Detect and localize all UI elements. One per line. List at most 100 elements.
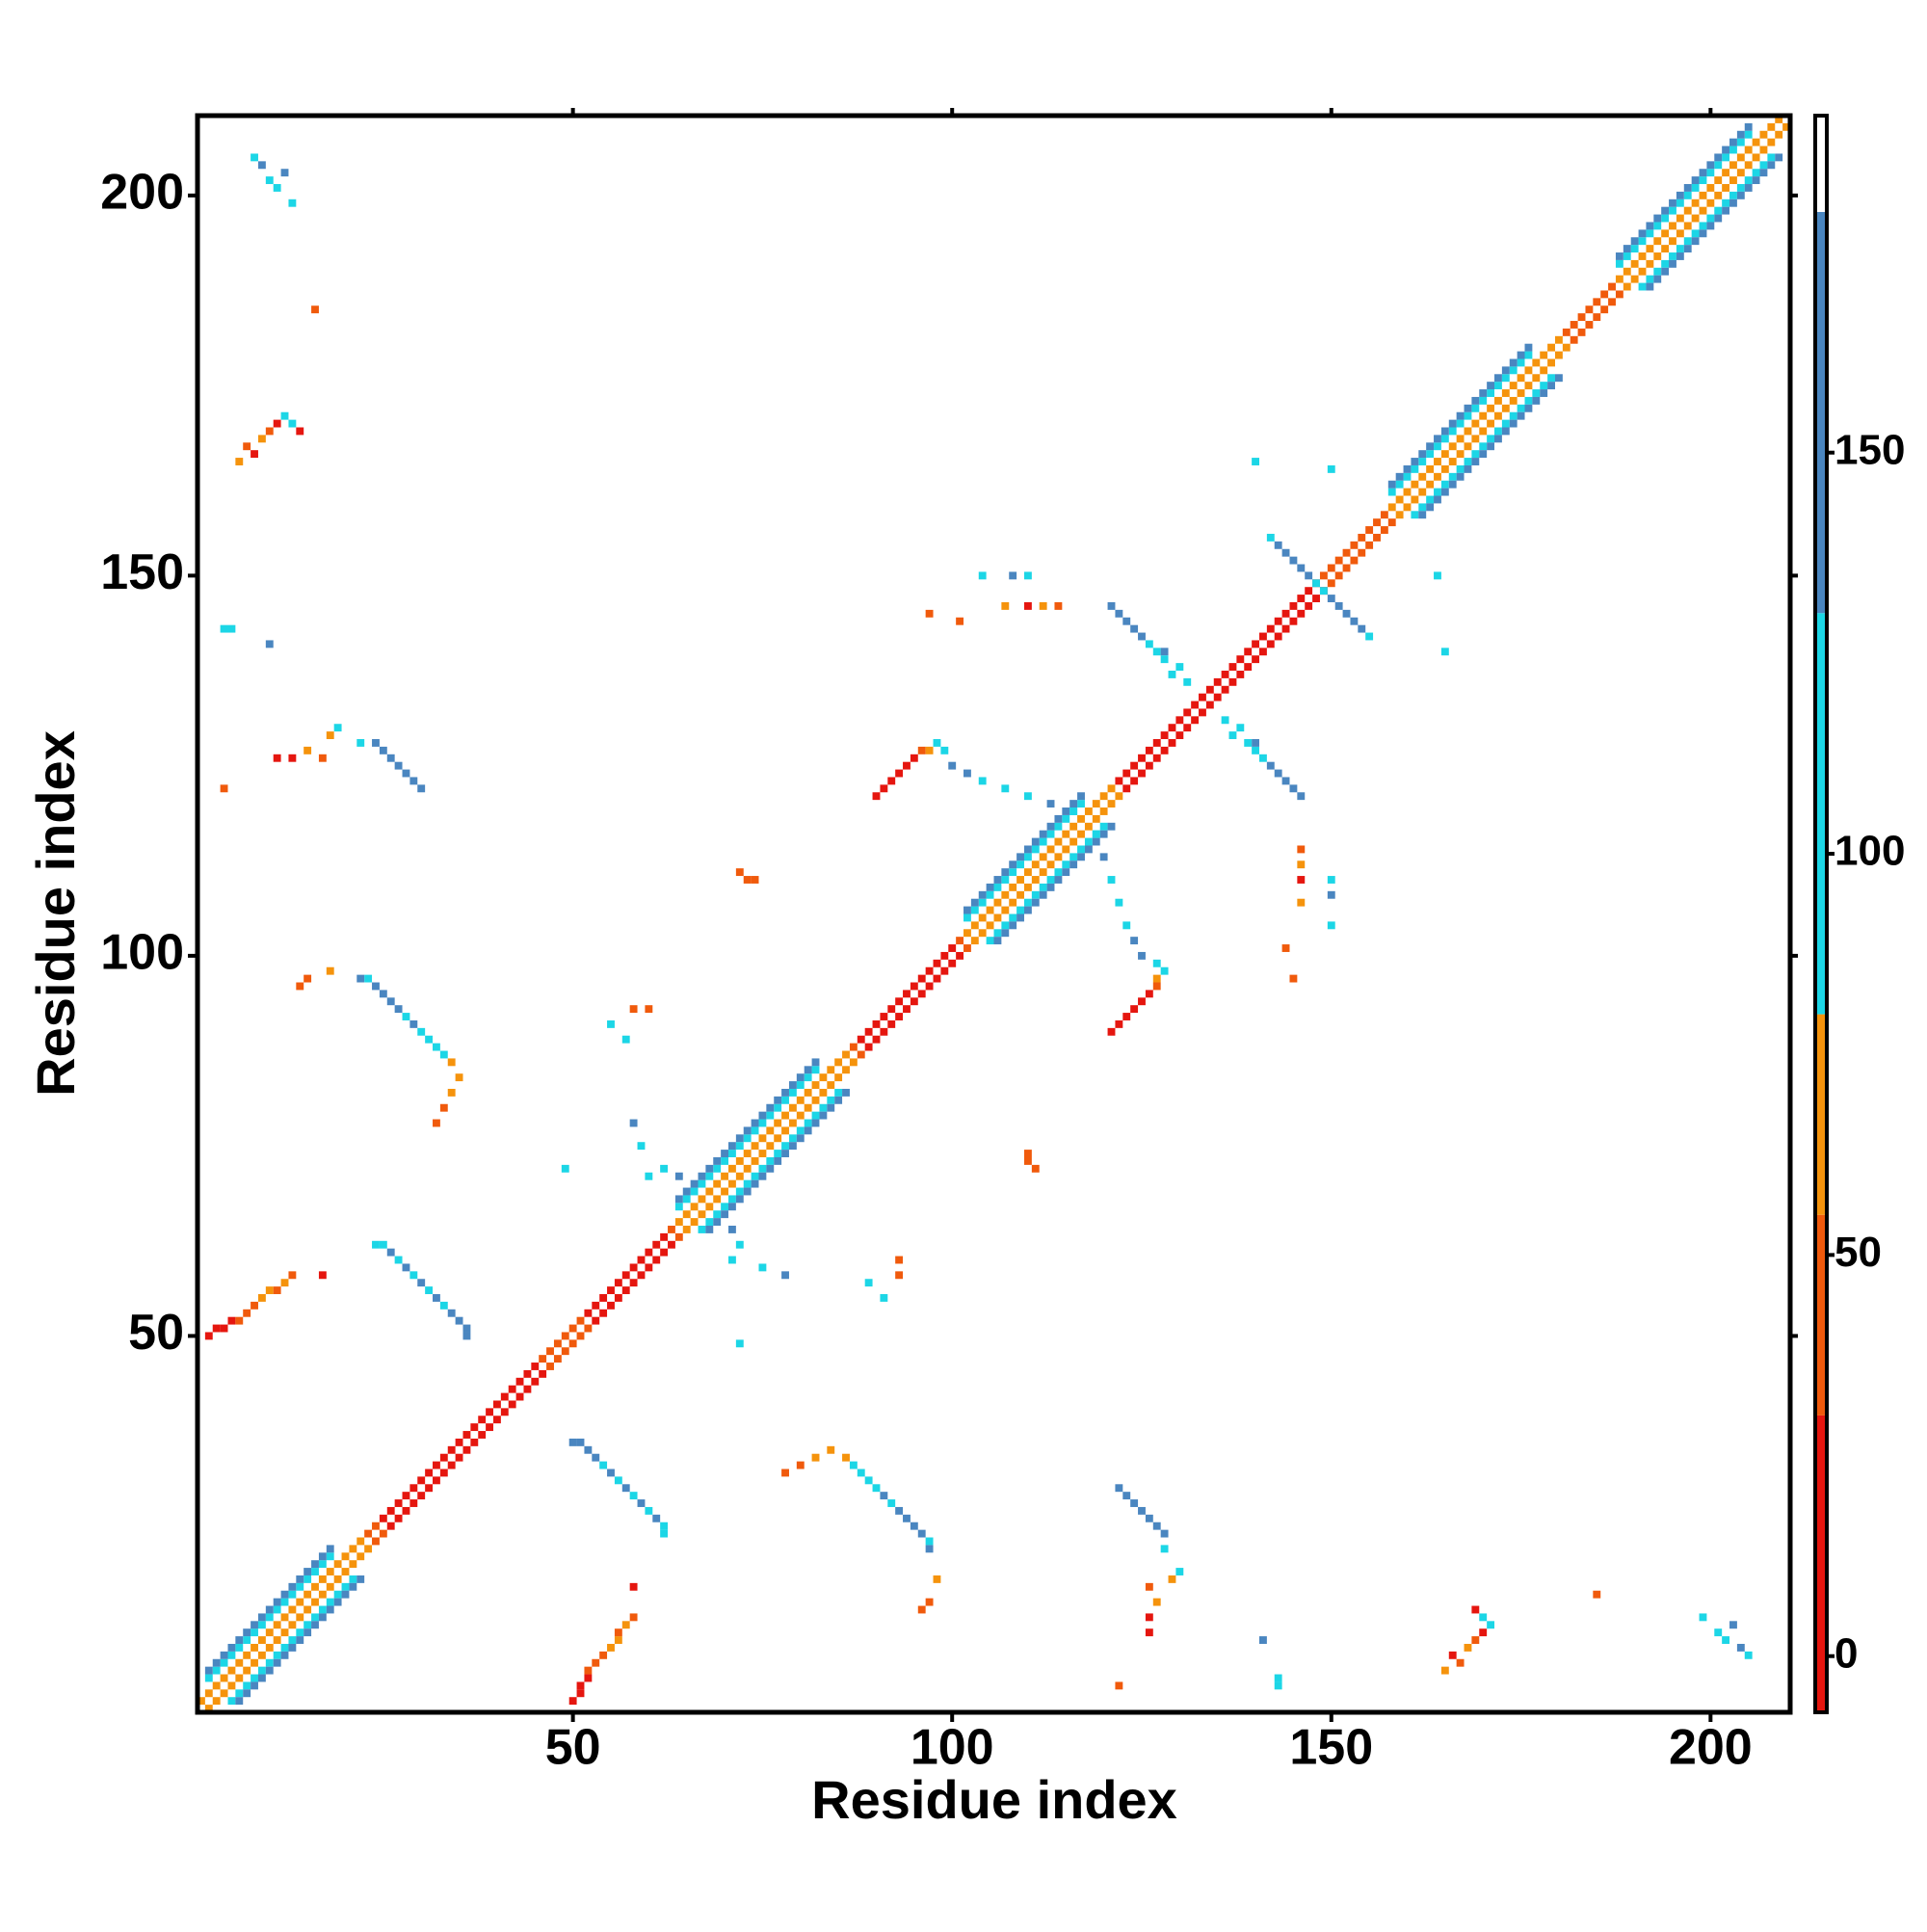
colorbar-tick-label: 50 (1835, 1229, 1882, 1276)
heatmap-cell (288, 1643, 297, 1652)
heatmap-cell (251, 450, 258, 459)
colorbar-segment (1815, 211, 1827, 614)
heatmap-cell (1440, 435, 1449, 443)
heatmap-cell (1312, 579, 1320, 588)
heatmap-cell (1145, 746, 1153, 754)
heatmap-cell (220, 784, 228, 793)
heatmap-cell (758, 1111, 767, 1120)
heatmap-cell (645, 1263, 653, 1272)
heatmap-cell (1501, 366, 1510, 375)
heatmap-cell (235, 1658, 244, 1667)
heatmap-cell (1016, 853, 1024, 861)
heatmap-cell (1327, 921, 1335, 930)
heatmap-cell (515, 1377, 524, 1386)
heatmap-cell (842, 1088, 850, 1097)
heatmap-cell (1547, 374, 1555, 383)
heatmap-cell (1471, 1636, 1480, 1644)
heatmap-cell (607, 1643, 615, 1652)
heatmap-cell (1350, 556, 1359, 565)
heatmap-cell (1767, 138, 1776, 146)
heatmap-cell (629, 1492, 638, 1500)
heatmap-cell (1213, 693, 1222, 701)
heatmap-cell (296, 982, 304, 991)
heatmap-cell (592, 1316, 600, 1325)
heatmap-cell (349, 1545, 357, 1553)
heatmap-cell (956, 937, 964, 945)
heatmap-cell (1350, 541, 1359, 549)
heatmap-cell (1281, 624, 1290, 633)
heatmap-cell (1099, 853, 1108, 861)
heatmap-cell (705, 1203, 714, 1211)
heatmap-cell (993, 898, 1002, 907)
heatmap-cell (1168, 724, 1176, 732)
heatmap-cell (660, 1248, 669, 1257)
heatmap-cell (1023, 1156, 1032, 1165)
heatmap-cell (1236, 655, 1245, 664)
heatmap-cell (713, 1195, 722, 1204)
heatmap-cell (1054, 868, 1063, 877)
heatmap-cell (781, 1111, 789, 1120)
heatmap-cell (1395, 495, 1404, 504)
heatmap-cell (796, 1126, 805, 1135)
heatmap-cell (1494, 427, 1502, 436)
heatmap-cell (721, 1210, 728, 1219)
heatmap-cell (1714, 1628, 1723, 1637)
heatmap-cell (318, 1605, 327, 1614)
colorbar-frame (1813, 114, 1829, 1714)
heatmap-cell (1122, 921, 1131, 930)
heatmap-cell (304, 1621, 312, 1629)
heatmap-cell (356, 1575, 365, 1583)
heatmap-cell (539, 1355, 547, 1363)
y-tick-label: 150 (100, 544, 184, 600)
heatmap-cell (796, 1073, 805, 1082)
heatmap-cell (758, 1150, 767, 1157)
heatmap-cell (1297, 860, 1306, 869)
heatmap-cell (1228, 731, 1237, 740)
heatmap-cell (925, 966, 934, 975)
heatmap-cell (265, 176, 274, 185)
heatmap-cell (970, 906, 979, 914)
heatmap-cell (1418, 450, 1427, 459)
heatmap-cell (1054, 822, 1063, 831)
heatmap-cell (433, 1461, 440, 1469)
heatmap-cell (288, 419, 297, 428)
heatmap-cell (333, 1598, 342, 1606)
heatmap-cell (864, 1279, 873, 1287)
heatmap-cell (417, 784, 426, 793)
heatmap-cell (621, 1286, 630, 1295)
heatmap-cell (1252, 458, 1259, 465)
heatmap-cell (1152, 739, 1161, 747)
heatmap-cell (1327, 876, 1335, 884)
heatmap-cell (910, 1522, 918, 1530)
heatmap-cell (781, 1271, 789, 1280)
heatmap-cell (1092, 837, 1100, 846)
heatmap-cell (1305, 571, 1313, 580)
heatmap-cell (1471, 396, 1480, 405)
heatmap-cell (1661, 259, 1670, 268)
heatmap-cell (1736, 1643, 1745, 1652)
heatmap-cell (629, 1613, 638, 1622)
heatmap-cell (629, 1119, 638, 1127)
heatmap-cell (1077, 814, 1085, 823)
heatmap-cell (273, 1621, 281, 1629)
heatmap-cell (204, 1666, 213, 1675)
heatmap-cell (698, 1210, 706, 1219)
heatmap-cell (917, 990, 926, 998)
heatmap-cell (379, 1514, 387, 1522)
heatmap-cell (857, 1035, 865, 1044)
heatmap-cell (728, 1150, 736, 1157)
heatmap-cell (1585, 305, 1594, 314)
heatmap-cell (629, 1582, 638, 1591)
heatmap-cell (751, 1142, 759, 1151)
heatmap-cell (1669, 259, 1676, 268)
heatmap-cell (993, 883, 1002, 891)
heatmap-cell (288, 1590, 297, 1599)
heatmap-cell (1653, 275, 1662, 283)
heatmap-cell (227, 1697, 236, 1706)
heatmap-cell (1145, 640, 1153, 648)
heatmap-cell (1365, 541, 1374, 549)
heatmap-cell (1464, 442, 1472, 451)
heatmap-cell (1403, 464, 1412, 473)
heatmap-cell (1706, 214, 1715, 223)
heatmap-cell (917, 974, 926, 983)
